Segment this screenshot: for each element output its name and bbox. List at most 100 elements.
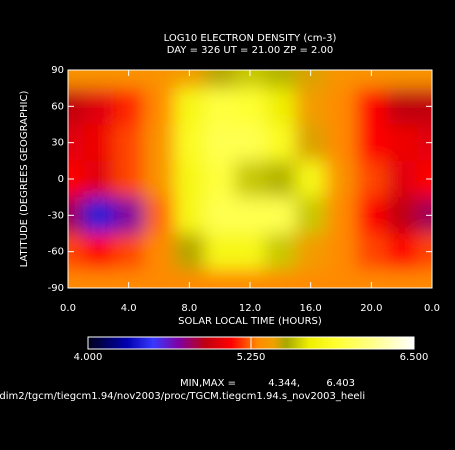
heatmap-cell [174,88,205,125]
heatmap-cell [325,160,357,198]
heatmap-cell [386,70,418,89]
minmax-label: MIN,MAX = [180,378,236,389]
heatmap-cell [386,197,418,234]
heatmap-cell [234,88,266,125]
heatmap-cell [356,197,387,234]
heatmap-cell [174,70,205,89]
max-value: 6.403 [326,378,355,389]
heatmap-cell [68,88,84,125]
heatmap-cell [295,269,327,288]
heatmap-cell [174,233,205,271]
heatmap-cell [68,70,84,89]
heatmap-cell [416,88,432,125]
heatmap-cell [265,160,296,198]
heatmap-cell [265,233,296,271]
heatmap-cell [386,160,418,198]
heatmap-cell [325,197,357,234]
heatmap-cell [295,124,327,162]
heatmap-cell [83,269,114,288]
heatmap-cells [68,70,432,288]
heatmap-cell [68,124,84,162]
heatmap-cell [416,160,432,198]
heatmap-cell [356,269,387,288]
heatmap-cell [204,124,236,162]
y-tick-label: 0 [58,174,64,185]
heatmap-cell [143,160,175,198]
heatmap-cell [265,269,296,288]
heatmap-cell [295,197,327,234]
x-tick-label: 0.0 [424,303,440,314]
heatmap-cell [265,70,296,89]
heatmap-cell [356,70,387,89]
heatmap-cell [295,233,327,271]
heatmap-cell [265,124,296,162]
heatmap-cell [204,197,236,234]
heatmap-cell [113,160,145,198]
heatmap-cell [234,233,266,271]
y-tick-label: -30 [48,210,64,221]
x-axis-label: SOLAR LOCAL TIME (HOURS) [178,316,322,327]
heatmap-cell [174,160,205,198]
y-axis-label: LATITUDE (DEGREES GEOGRAPHIC) [19,91,30,268]
min-value: 4.344, [268,378,300,389]
chart-title: LOG10 ELECTRON DENSITY (cm-3) [164,33,337,44]
heatmap-cell [234,124,266,162]
heatmap-cell [234,197,266,234]
heatmap-cell [204,70,236,89]
chart-subtitle: DAY = 326 UT = 21.00 ZP = 2.00 [167,45,334,56]
heatmap-cell [416,197,432,234]
heatmap-cell [83,197,114,234]
heatmap-cell [356,88,387,125]
heatmap-cell [143,197,175,234]
file-path: /dim2/tgcm/tiegcm1.94/nov2003/proc/TGCM.… [0,391,365,402]
heatmap-cell [204,233,236,271]
heatmap-cell [295,160,327,198]
y-tick-label: 60 [51,101,64,112]
heatmap-cell [325,88,357,125]
heatmap-cell [386,124,418,162]
y-tick-label: 90 [51,65,64,76]
heatmap-cell [113,70,145,89]
heatmap-cell [265,197,296,234]
heatmap-cell [68,160,84,198]
heatmap-cell [113,88,145,125]
heatmap-cell [83,160,114,198]
heatmap-cell [143,269,175,288]
heatmap-cell [295,70,327,89]
heatmap-cell [174,269,205,288]
x-tick-label: 8.0 [181,303,197,314]
x-tick-label: 16.0 [300,303,322,314]
heatmap-cell [174,124,205,162]
heatmap-cell [386,269,418,288]
heatmap-cell [68,269,84,288]
heatmap-cell [83,124,114,162]
heatmap-cell [204,269,236,288]
heatmap-cell [113,233,145,271]
colorbar-tick-label: 4.000 [74,352,103,363]
x-tick-label: 12.0 [239,303,261,314]
x-tick-label: 20.0 [360,303,382,314]
heatmap-cell [356,160,387,198]
heatmap-cell [68,233,84,271]
heatmap-cell [143,233,175,271]
heatmap-cell [113,269,145,288]
y-tick-label: -60 [48,247,64,258]
heatmap-cell [234,160,266,198]
heatmap-cell [325,269,357,288]
heatmap-cell [204,160,236,198]
x-tick-label: 0.0 [60,303,76,314]
heatmap-cell [143,124,175,162]
x-tick-label: 4.0 [121,303,137,314]
heatmap-cell [325,70,357,89]
heatmap-cell [83,88,114,125]
heatmap-cell [386,233,418,271]
heatmap-cell [325,124,357,162]
heatmap-cell [113,197,145,234]
heatmap-cell [234,70,266,89]
heatmap-cell [325,233,357,271]
heatmap-cell [234,269,266,288]
plot-area [68,70,432,288]
y-tick-label: -90 [48,283,64,294]
heatmap-cell [83,70,114,89]
